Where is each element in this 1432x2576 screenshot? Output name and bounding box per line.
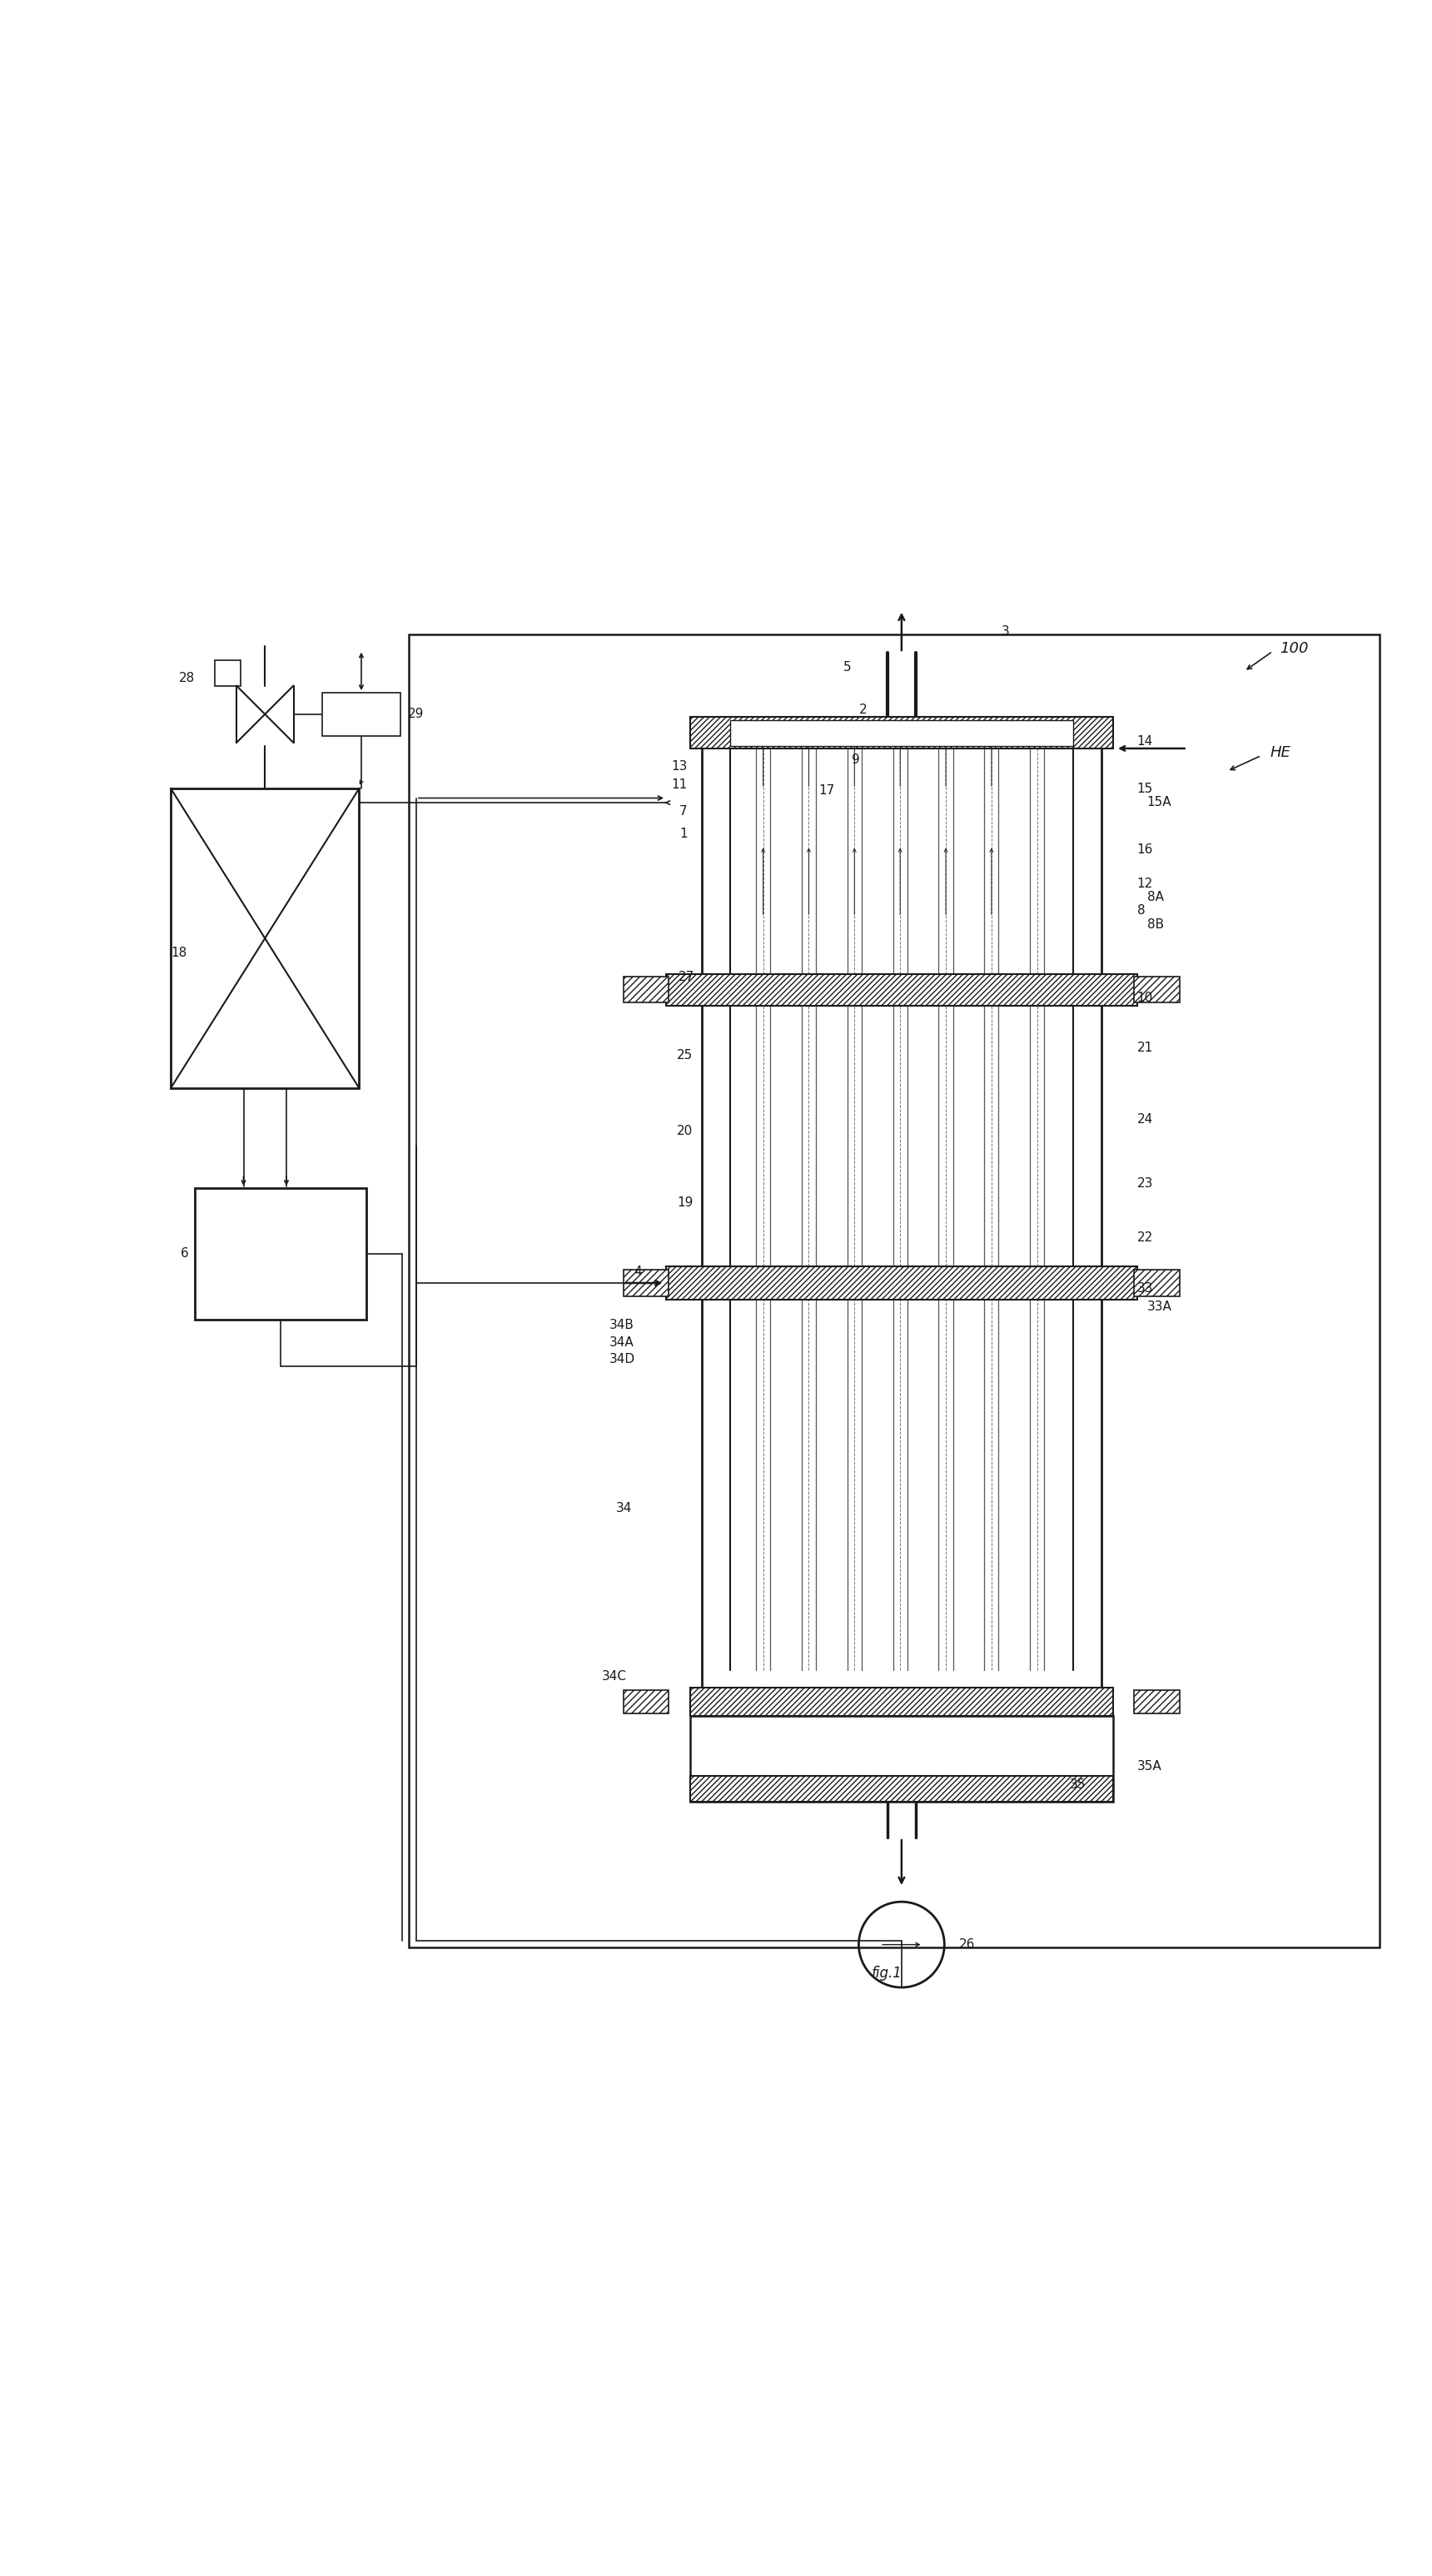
Bar — [623, 1270, 669, 1296]
Text: 21: 21 — [1137, 1041, 1153, 1054]
Text: 19: 19 — [677, 1195, 693, 1208]
Bar — [1134, 976, 1180, 1002]
Text: 27: 27 — [679, 971, 695, 984]
Bar — [730, 719, 1073, 744]
Text: 18: 18 — [170, 945, 186, 958]
Bar — [215, 659, 241, 685]
Bar — [690, 716, 1113, 750]
Text: HE: HE — [1270, 744, 1290, 760]
Bar — [195, 1188, 367, 1319]
Bar — [170, 788, 359, 1087]
Text: 11: 11 — [672, 778, 687, 791]
Text: 9: 9 — [852, 755, 859, 765]
Bar — [690, 1716, 1113, 1801]
Text: fig.1: fig.1 — [872, 1965, 902, 1981]
Text: 3: 3 — [1001, 626, 1010, 639]
Text: 34: 34 — [616, 1502, 632, 1515]
Text: 13: 13 — [672, 760, 687, 773]
Bar — [623, 1690, 669, 1713]
Bar — [666, 1267, 1137, 1298]
Text: 34D: 34D — [609, 1352, 634, 1365]
Text: 5: 5 — [843, 662, 852, 672]
Text: S: S — [852, 734, 859, 747]
Text: 8: 8 — [1137, 904, 1146, 917]
Text: 8B: 8B — [1147, 917, 1164, 930]
Text: 10: 10 — [1137, 992, 1153, 1005]
Bar — [666, 974, 1137, 1005]
Text: 25: 25 — [677, 1048, 693, 1061]
Text: 17: 17 — [819, 786, 835, 796]
Text: 28: 28 — [179, 672, 195, 685]
Text: 29: 29 — [408, 708, 424, 721]
Text: 34B: 34B — [609, 1319, 634, 1332]
Text: 14: 14 — [1137, 734, 1153, 747]
Text: 6: 6 — [180, 1247, 189, 1260]
Text: 16: 16 — [1137, 845, 1153, 855]
Text: 35A: 35A — [1137, 1759, 1161, 1772]
Text: 15: 15 — [1137, 783, 1153, 796]
Polygon shape — [265, 685, 294, 742]
Text: 7: 7 — [679, 806, 687, 817]
Text: 35: 35 — [1070, 1777, 1085, 1790]
Text: 33A: 33A — [1147, 1301, 1171, 1314]
Text: 4: 4 — [634, 1265, 642, 1278]
Text: 34A: 34A — [609, 1337, 634, 1347]
Text: 26: 26 — [958, 1937, 975, 1950]
Text: 12: 12 — [1137, 878, 1153, 889]
Bar — [1134, 1270, 1180, 1296]
Text: 22: 22 — [1137, 1231, 1153, 1244]
Bar — [410, 634, 1379, 1947]
Bar — [322, 693, 401, 737]
Text: 8A: 8A — [1147, 891, 1164, 904]
Text: 2: 2 — [859, 703, 866, 716]
Bar — [1134, 1690, 1180, 1713]
Text: 23: 23 — [1137, 1177, 1153, 1190]
Polygon shape — [236, 685, 265, 742]
Bar — [690, 1777, 1113, 1801]
Bar — [690, 1687, 1113, 1716]
Text: 20: 20 — [677, 1126, 693, 1136]
Text: 100: 100 — [1280, 641, 1309, 657]
Text: 15A: 15A — [1147, 796, 1171, 809]
Text: 33: 33 — [1137, 1283, 1153, 1293]
Text: 24: 24 — [1137, 1113, 1153, 1126]
Text: 1: 1 — [679, 827, 687, 840]
Text: 34C: 34C — [601, 1669, 627, 1682]
Bar — [623, 976, 669, 1002]
